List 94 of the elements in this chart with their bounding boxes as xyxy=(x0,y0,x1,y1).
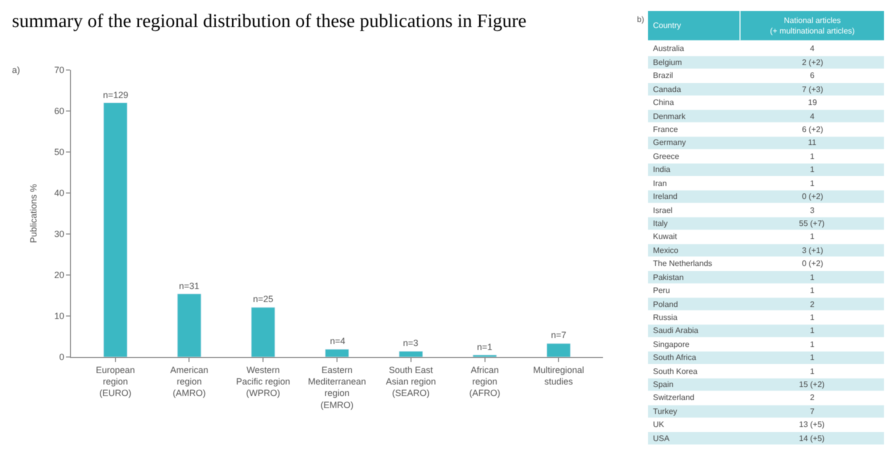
bar xyxy=(546,343,571,357)
x-tick-label: American region (AMRO) xyxy=(170,364,208,398)
text: b) xyxy=(637,15,644,24)
text: 1 xyxy=(810,152,814,161)
category-label: UK xyxy=(653,420,665,429)
category-label: China xyxy=(653,98,674,107)
x-tick-label: Western Pacific region (WPRO) xyxy=(236,364,290,398)
category-label: Singapore xyxy=(653,340,690,349)
text: 6 xyxy=(810,71,814,80)
text: 1 xyxy=(810,340,814,349)
text: 55 (+7) xyxy=(799,219,825,228)
bar xyxy=(398,351,423,357)
text: 1 xyxy=(810,179,814,188)
x-tick-label: Multiregional studies xyxy=(533,364,584,386)
y-tick-label: 20 xyxy=(54,270,64,280)
x-tick-label: Eastern Mediterranean region (EMRO) xyxy=(308,364,366,410)
y-tick-label: 0 xyxy=(59,352,64,362)
text: summary of the regional distribution of these publications in Figure xyxy=(12,11,526,32)
bar xyxy=(324,348,350,357)
text: 4 xyxy=(810,112,814,121)
annotation: n=4 xyxy=(330,336,346,346)
category-label: USA xyxy=(653,434,670,443)
category-label: Poland xyxy=(653,300,678,309)
text: 19 xyxy=(808,98,817,107)
text: 2 xyxy=(810,393,814,402)
y-tick-label: 70 xyxy=(54,65,64,76)
category-label: Mexico xyxy=(653,246,679,255)
annotation: n=1 xyxy=(477,342,492,352)
x-tick-label: African region (AFRO) xyxy=(469,364,500,398)
text: 0 (+2) xyxy=(802,192,824,201)
y-tick-label: 10 xyxy=(54,311,64,322)
category-label: South Africa xyxy=(653,353,697,362)
text: Country xyxy=(653,21,682,30)
category-label: Peru xyxy=(653,286,670,295)
y-tick-label: 30 xyxy=(54,229,64,240)
text: 1 xyxy=(810,165,814,174)
text: 1 xyxy=(810,286,814,295)
category-label: Russia xyxy=(653,313,678,322)
text: 0 (+2) xyxy=(802,259,824,268)
text: 1 xyxy=(810,353,814,362)
text: 1 xyxy=(810,367,814,376)
bar xyxy=(103,102,128,357)
text: 14 (+5) xyxy=(799,434,825,443)
x-tick-label: European region (EURO) xyxy=(96,364,135,398)
annotation: n=7 xyxy=(551,330,566,340)
category-label: India xyxy=(653,165,671,174)
category-label: Italy xyxy=(653,219,668,228)
bar xyxy=(251,307,276,357)
text: 1 xyxy=(810,273,814,282)
category-label: Saudi Arabia xyxy=(653,326,699,335)
y-tick-label: 50 xyxy=(54,147,64,158)
category-label: Australia xyxy=(653,44,685,53)
bar xyxy=(177,294,202,357)
category-label: Denmark xyxy=(653,112,686,121)
y-tick-label: 60 xyxy=(54,106,64,116)
text: 3 (+1) xyxy=(802,246,824,255)
category-label: Pakistan xyxy=(653,273,684,282)
category-label: Canada xyxy=(653,85,682,94)
category-label: Ireland xyxy=(653,192,678,201)
category-label: Germany xyxy=(653,138,686,147)
x-tick-label: South East Asian region (SEARO) xyxy=(386,364,436,398)
text: 15 (+2) xyxy=(799,380,825,389)
category-label: South Korea xyxy=(653,367,698,376)
annotation: n=25 xyxy=(253,294,274,304)
category-label: Iran xyxy=(653,179,667,188)
category-label: Brazil xyxy=(653,71,674,80)
text: National articles (+ multinational articles) xyxy=(770,16,856,36)
chart-title: a) xyxy=(12,65,20,75)
y-axis-title: Publications % xyxy=(28,184,39,243)
category-label: Turkey xyxy=(653,407,678,416)
category-label: The Netherlands xyxy=(653,259,712,268)
text: 6 (+2) xyxy=(802,125,824,134)
annotation: n=3 xyxy=(403,338,418,348)
category-label: Belgium xyxy=(653,58,682,67)
text: 11 xyxy=(808,138,816,147)
text: 7 xyxy=(810,407,814,416)
text: 1 xyxy=(810,313,814,322)
text: 3 xyxy=(810,206,814,215)
category-label: Spain xyxy=(653,380,674,389)
annotation: n=129 xyxy=(103,90,128,100)
category-label: France xyxy=(653,125,678,134)
text: 2 (+2) xyxy=(802,58,824,67)
annotation: n=31 xyxy=(179,281,200,291)
category-label: Greece xyxy=(653,152,680,161)
text: 7 (+3) xyxy=(802,85,824,94)
y-tick-label: 40 xyxy=(54,188,64,198)
text: 1 xyxy=(810,326,814,335)
text: 2 xyxy=(810,300,814,309)
category-label: Israel xyxy=(653,206,673,215)
category-label: Switzerland xyxy=(653,393,694,402)
text: 4 xyxy=(810,44,814,53)
text: 1 xyxy=(810,232,814,241)
category-label: Kuwait xyxy=(653,232,678,241)
text: 13 (+5) xyxy=(799,420,825,429)
